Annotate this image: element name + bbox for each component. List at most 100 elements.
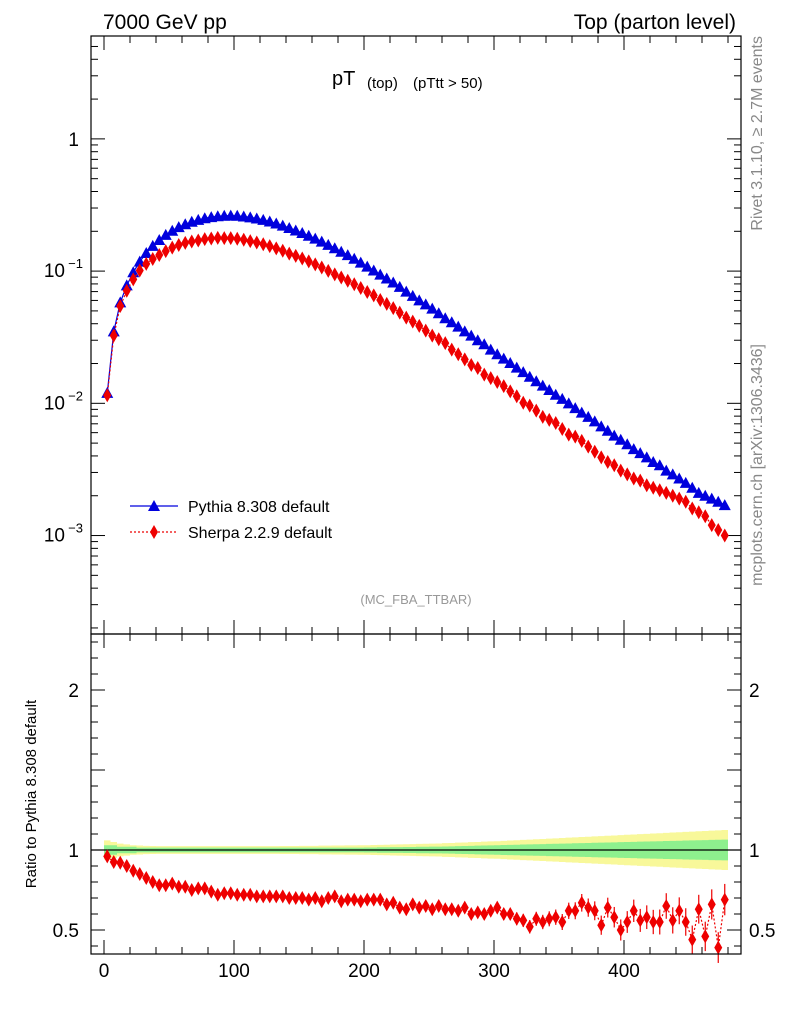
pythia-point <box>712 495 725 507</box>
sherpa-point <box>389 301 398 316</box>
ratio-point <box>200 881 209 896</box>
pythia-point <box>530 375 543 387</box>
sherpa-point <box>194 233 203 248</box>
ratio-point <box>168 876 177 891</box>
ratio-point <box>135 867 144 881</box>
pythia-point <box>159 228 172 240</box>
sherpa-point <box>343 273 352 288</box>
sherpa-point <box>155 247 164 262</box>
legend: Pythia 8.308 default Sherpa 2.2.9 defaul… <box>130 499 333 542</box>
sherpa-point <box>272 241 281 256</box>
sherpa-point <box>447 342 456 357</box>
sherpa-point <box>239 232 248 247</box>
sherpa-point <box>603 454 612 469</box>
plot-title-main: pT <box>332 68 355 90</box>
legend-sherpa-marker <box>150 525 158 539</box>
ratio-plot-panel: 0.5 0.5 1 1 2 2 0 100 200 300 400 Ratio to Pythia… <box>23 633 775 982</box>
ratio-point <box>499 907 508 921</box>
pythia-point <box>471 334 484 346</box>
ratio-point <box>545 911 554 926</box>
sherpa-point <box>668 488 677 503</box>
pythia-point <box>543 384 556 396</box>
pythia-point <box>296 227 309 239</box>
sherpa-point <box>499 379 508 394</box>
sherpa-point <box>473 360 482 375</box>
pythia-point <box>335 245 348 257</box>
ratio-point <box>486 903 495 918</box>
ratio-point <box>285 891 294 905</box>
pythia-point <box>367 264 380 276</box>
sherpa-point <box>330 267 339 282</box>
ratio-y-tick-label-right: 1 <box>749 841 760 862</box>
sherpa-point <box>649 480 658 495</box>
sherpa-point <box>408 314 417 329</box>
x-tick-label: 0 <box>99 961 110 982</box>
sherpa-point <box>246 234 255 249</box>
sherpa-point <box>291 248 300 263</box>
main-y-ticks: 10 −310 −210 −11 <box>44 35 741 629</box>
header-left: 7000 GeV pp <box>103 11 227 34</box>
ratio-y-ticks: 0.5 0.5 1 1 2 2 <box>53 641 775 947</box>
sherpa-point <box>148 251 157 266</box>
sherpa-point <box>376 292 385 307</box>
pythia-point <box>289 224 302 236</box>
ratio-point <box>473 905 482 920</box>
sherpa-point <box>363 284 372 299</box>
pythia-point <box>146 239 159 251</box>
sherpa-point <box>460 352 469 367</box>
ratio-point <box>103 849 112 864</box>
pythia-point <box>153 233 166 245</box>
ratio-point <box>181 879 190 894</box>
ratio-point <box>525 919 534 934</box>
pythia-point <box>562 397 575 409</box>
sherpa-point <box>681 494 690 509</box>
pythia-point <box>406 289 419 301</box>
main-y-tick-exponent: −2 <box>68 388 83 403</box>
pythia-point <box>595 420 608 432</box>
sherpa-point <box>486 371 495 386</box>
ratio-point <box>642 910 651 925</box>
pythia-point <box>419 298 432 310</box>
sherpa-point <box>181 235 190 250</box>
legend-pythia-label: Pythia 8.308 default <box>188 499 330 516</box>
pythia-point <box>634 447 647 459</box>
ratio-point <box>434 899 443 913</box>
ratio-point <box>668 913 677 928</box>
sherpa-point <box>337 270 346 285</box>
sherpa-point <box>629 471 638 486</box>
pythia-point <box>387 276 400 288</box>
plot-title-sub1: (top) <box>367 75 398 92</box>
ratio-point <box>571 903 580 918</box>
ratio-point <box>454 903 463 918</box>
pythia-point <box>484 343 497 355</box>
ratio-series <box>103 849 729 963</box>
x-tick-label: 200 <box>348 961 380 982</box>
sherpa-point <box>525 398 534 413</box>
pythia-point <box>556 392 569 404</box>
sherpa-point <box>116 298 125 313</box>
sherpa-point <box>610 458 619 473</box>
pythia-point <box>465 329 478 341</box>
ratio-point <box>694 902 703 917</box>
ratio-point <box>623 915 632 929</box>
sherpa-point <box>564 427 573 442</box>
pythia-point <box>166 224 179 236</box>
sherpa-point <box>467 357 476 372</box>
sherpa-point <box>259 237 268 252</box>
sherpa-point <box>675 491 684 506</box>
ratio-point <box>363 892 372 907</box>
analysis-label: (MC_FBA_TTBAR) <box>360 592 471 607</box>
pythia-point <box>640 451 653 463</box>
pythia-point <box>393 280 406 292</box>
pythia-point <box>647 455 660 467</box>
pythia-point <box>614 433 627 445</box>
sherpa-point <box>434 332 443 347</box>
pythia-point <box>263 215 276 227</box>
sherpa-point <box>707 518 716 533</box>
pythia-point <box>575 406 588 418</box>
sherpa-point <box>122 283 131 298</box>
pythia-point <box>426 302 439 314</box>
sherpa-point <box>298 251 307 266</box>
ratio-point <box>174 879 183 894</box>
pythia-point <box>549 388 562 400</box>
